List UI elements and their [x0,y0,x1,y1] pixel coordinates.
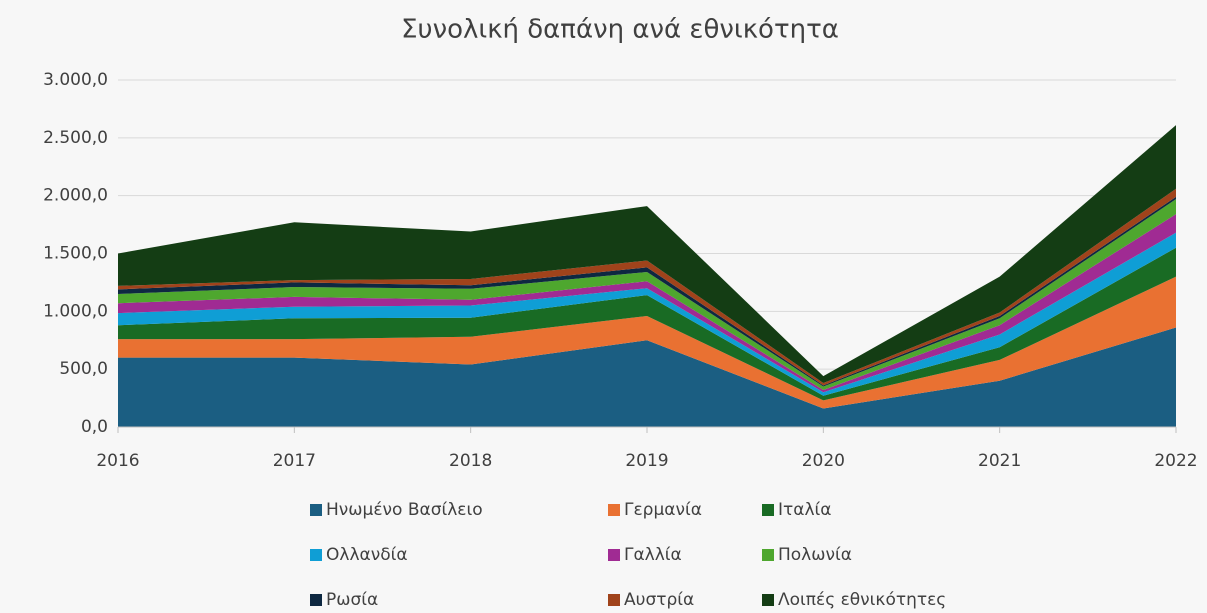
area [118,125,1176,384]
area [118,276,1176,409]
legend-swatch [608,594,620,606]
area [118,199,1176,390]
x-tick-label: 2019 [625,451,668,471]
y-tick-label: 1.000,0 [43,301,108,321]
legend-swatch [310,504,322,516]
area [118,327,1176,427]
y-tick-label: 1.500,0 [43,244,108,264]
y-tick-label: 2.500,0 [43,128,108,148]
x-tick-label: 2022 [1154,451,1197,471]
y-tick-label: 0,0 [81,417,108,437]
x-tick-label: 2016 [96,451,139,471]
legend-label: Πολωνία [778,545,852,565]
legend-swatch [762,549,774,561]
area [118,232,1176,396]
x-tick-label: 2020 [802,451,845,471]
x-tick-label: 2018 [449,451,492,471]
legend-label: Αυστρία [624,590,694,610]
legend-label: Γαλλία [624,545,682,565]
legend-swatch [310,549,322,561]
x-tick-label: 2021 [978,451,1021,471]
legend-label: Ολλανδία [326,545,408,565]
y-tick-label: 3.000,0 [43,70,108,90]
legend-swatch [762,504,774,516]
legend-label: Ηνωμένο Βασίλειο [326,500,483,520]
legend-label: Ιταλία [778,500,831,520]
y-tick-label: 500,0 [59,359,108,379]
legend-swatch [762,594,774,606]
legend-label: Λοιπές εθνικότητες [778,590,946,610]
area [118,247,1176,401]
area [118,214,1176,393]
legend-label: Γερμανία [624,500,702,520]
legend-label: Ρωσία [326,590,378,610]
legend-swatch [608,504,620,516]
legend-swatch [608,549,620,561]
chart-title: Συνολική δαπάνη ανά εθνικότητα [401,15,839,45]
legend-swatch [310,594,322,606]
y-tick-label: 2.000,0 [43,186,108,206]
x-tick-label: 2017 [273,451,316,471]
